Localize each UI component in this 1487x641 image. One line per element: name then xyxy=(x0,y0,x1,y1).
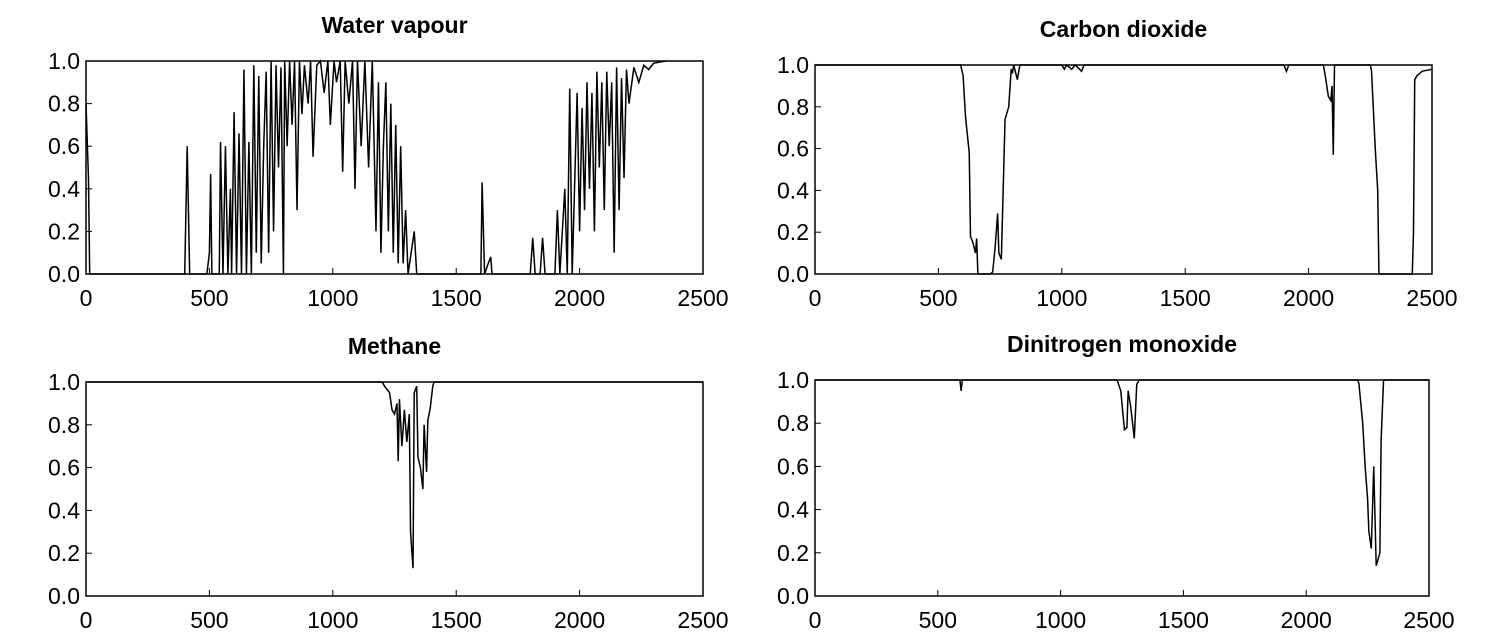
y-tick-label: 0.8 xyxy=(777,410,809,436)
x-tick-label: 2500 xyxy=(677,607,728,633)
chart-title: Methane xyxy=(348,333,441,359)
x-tick-label: 2500 xyxy=(1403,607,1454,633)
x-tick-label: 0 xyxy=(809,285,822,311)
x-tick-label: 500 xyxy=(190,607,228,633)
y-tick-label: 1.0 xyxy=(777,52,809,78)
x-tick-label: 1500 xyxy=(1160,285,1211,311)
plot-frame xyxy=(85,60,704,275)
y-tick-label: 1.0 xyxy=(48,48,80,74)
x-tick-label: 500 xyxy=(190,285,228,311)
x-tick-label: 0 xyxy=(80,285,93,311)
x-tick-label: 500 xyxy=(919,607,957,633)
y-tick-label: 0.0 xyxy=(48,261,80,287)
x-tick-label: 2000 xyxy=(1281,607,1332,633)
y-tick-label: 0.2 xyxy=(48,218,80,244)
y-tick-label: 0.4 xyxy=(48,176,80,202)
x-tick-label: 2000 xyxy=(554,285,605,311)
plot-frame xyxy=(85,381,704,597)
x-tick-label: 1500 xyxy=(1158,607,1209,633)
y-tick-label: 1.0 xyxy=(777,367,809,393)
data-line xyxy=(86,381,703,569)
y-tick-label: 0.6 xyxy=(48,455,80,481)
y-tick-label: 0.2 xyxy=(48,540,80,566)
x-tick-label: 2500 xyxy=(677,285,728,311)
chart-title: Water vapour xyxy=(321,12,467,38)
data-line xyxy=(85,59,667,275)
x-tick-label: 1000 xyxy=(307,607,358,633)
y-tick-label: 0.6 xyxy=(777,136,809,162)
y-tick-label: 0.2 xyxy=(777,219,809,245)
y-tick-label: 0.2 xyxy=(777,540,809,566)
y-tick-label: 0.6 xyxy=(777,453,809,479)
x-tick-label: 2500 xyxy=(1406,285,1457,311)
x-tick-label: 1000 xyxy=(1035,607,1086,633)
x-tick-label: 2000 xyxy=(1283,285,1334,311)
plot-frame xyxy=(814,64,1433,275)
y-tick-label: 0.4 xyxy=(777,177,809,203)
y-tick-label: 0.0 xyxy=(777,261,809,287)
y-tick-label: 0.0 xyxy=(48,583,80,609)
x-tick-label: 1000 xyxy=(307,285,358,311)
chart-title: Dinitrogen monoxide xyxy=(1007,331,1237,357)
y-tick-label: 0.8 xyxy=(777,94,809,120)
x-tick-label: 500 xyxy=(919,285,957,311)
data-line xyxy=(815,379,1429,566)
y-tick-label: 0.4 xyxy=(48,497,80,523)
plot-frame xyxy=(814,379,1430,597)
x-tick-label: 1500 xyxy=(431,607,482,633)
x-tick-label: 0 xyxy=(80,607,93,633)
data-line xyxy=(815,63,1433,275)
x-tick-label: 1500 xyxy=(431,285,482,311)
chart-title: Carbon dioxide xyxy=(1040,16,1207,42)
y-tick-label: 0.8 xyxy=(48,91,80,117)
y-tick-label: 1.0 xyxy=(48,369,80,395)
y-tick-label: 0.8 xyxy=(48,412,80,438)
x-tick-label: 2000 xyxy=(554,607,605,633)
x-tick-label: 1000 xyxy=(1036,285,1087,311)
x-tick-label: 0 xyxy=(809,607,822,633)
y-tick-label: 0.4 xyxy=(777,497,809,523)
y-tick-label: 0.0 xyxy=(777,583,809,609)
y-tick-label: 0.6 xyxy=(48,133,80,159)
